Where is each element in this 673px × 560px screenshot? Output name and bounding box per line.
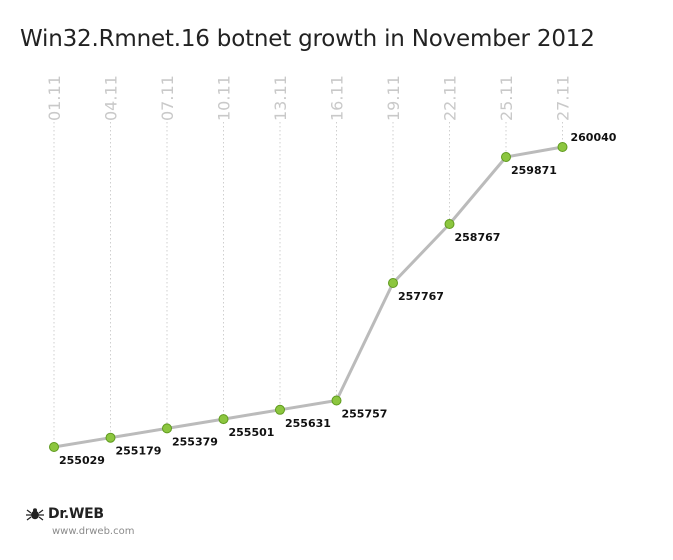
data-points — [49, 142, 568, 452]
data-point — [388, 278, 398, 288]
chart-title: Win32.Rmnet.16 botnet growth in November… — [20, 26, 595, 52]
data-label: 260040 — [571, 131, 617, 144]
data-point — [49, 442, 59, 452]
data-label: 257767 — [398, 290, 444, 303]
series-polyline — [53, 145, 563, 449]
data-label: 258767 — [455, 231, 501, 244]
data-point — [557, 142, 568, 152]
x-tick-label: 19.11 — [384, 75, 403, 121]
data-point — [218, 414, 229, 425]
data-label: 255501 — [229, 426, 275, 439]
brand-name: Dr.WEB — [48, 506, 104, 522]
data-point — [501, 152, 511, 162]
data-label: 259871 — [511, 164, 557, 177]
data-point — [444, 219, 455, 229]
brand-logo: Dr.WEB — [26, 506, 104, 522]
data-label: 255029 — [59, 454, 105, 467]
gridlines — [53, 122, 563, 443]
data-point — [275, 404, 285, 415]
data-label: 255379 — [172, 435, 218, 448]
series-line — [53, 145, 563, 449]
data-label: 255179 — [116, 445, 162, 458]
data-labels: 255029 255179 255379 255501 255631 255757 2577… — [59, 131, 617, 467]
x-tick-label: 22.11 — [441, 75, 460, 121]
x-tick-label: 13.11 — [271, 75, 290, 121]
x-tick-label: 07.11 — [158, 75, 177, 121]
x-tick-label: 04.11 — [102, 75, 121, 121]
x-tick-labels: 01.11 04.11 07.11 10.11 13.11 16.11 19.11 22.11… — [45, 75, 573, 121]
x-tick-label: 27.11 — [554, 75, 573, 121]
data-label: 255631 — [285, 417, 331, 430]
data-point — [162, 423, 172, 434]
data-point — [331, 395, 342, 406]
x-tick-label: 10.11 — [215, 75, 234, 121]
line-chart: 01.11 04.11 07.11 10.11 13.11 16.11 19.11 22.11… — [45, 75, 617, 467]
data-label: 255757 — [342, 408, 388, 421]
x-tick-label: 25.11 — [497, 75, 516, 121]
spider-icon — [26, 508, 44, 521]
x-tick-label: 16.11 — [328, 75, 347, 121]
brand-url: www.drweb.com — [52, 526, 135, 537]
data-point — [105, 432, 116, 443]
x-tick-label: 01.11 — [45, 75, 64, 121]
